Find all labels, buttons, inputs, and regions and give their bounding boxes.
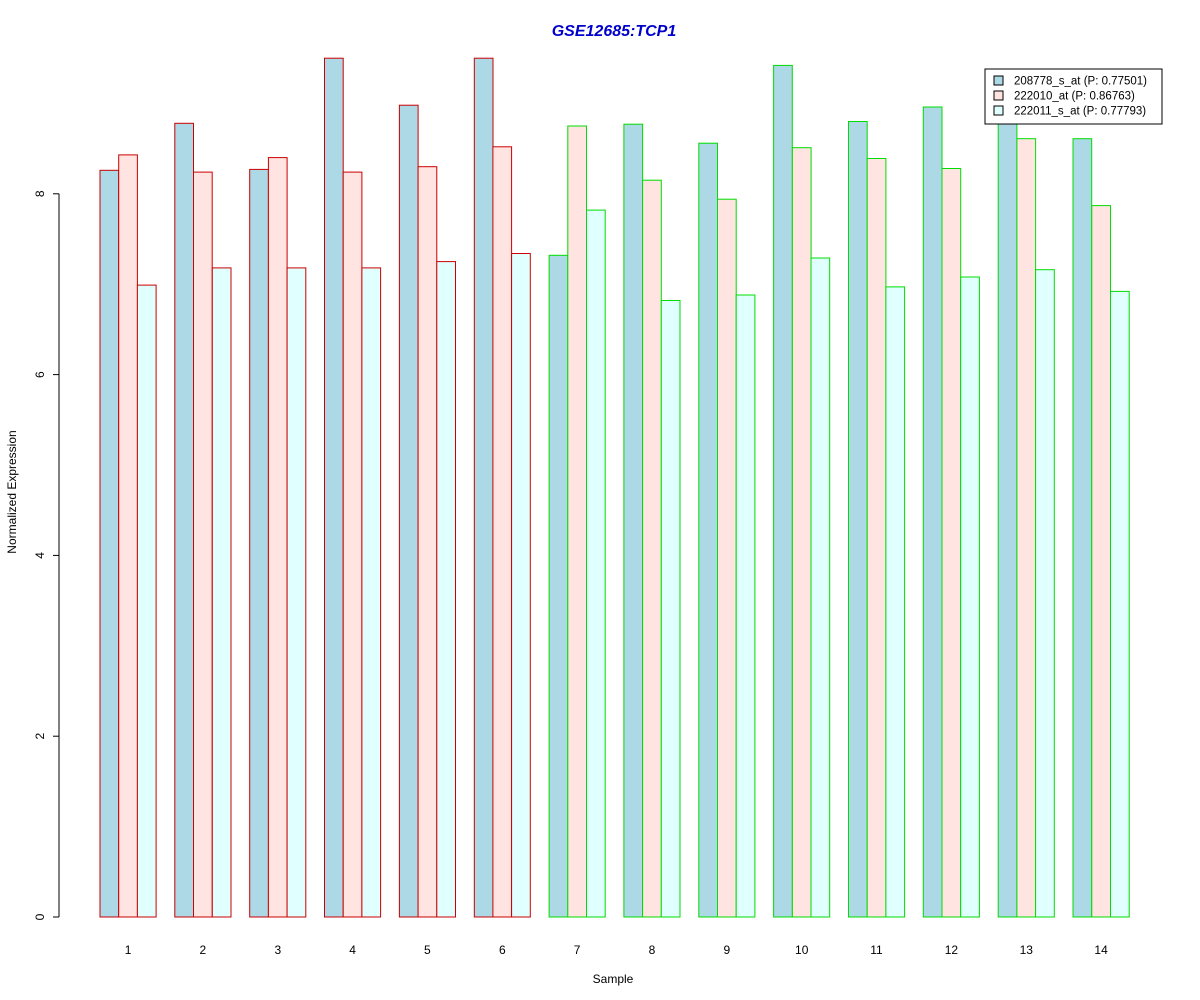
legend-swatch (993, 90, 1004, 101)
legend-swatch (993, 75, 1004, 86)
bar-sample-8-series-3 (660, 300, 681, 918)
bar-sample-2-series-1 (174, 122, 195, 918)
bar-sample-4-series-3 (361, 267, 382, 918)
bar-sample-11-series-2 (866, 158, 887, 918)
y-tick-label: 8 (33, 190, 47, 197)
y-axis-label: Normalized Expression (5, 430, 19, 553)
x-axis-label: Sample (593, 972, 634, 986)
bar-sample-4-series-1 (324, 57, 344, 918)
x-tick-label: 10 (795, 943, 809, 957)
y-tick-label: 6 (33, 371, 47, 378)
bar-sample-7-series-2 (567, 125, 587, 918)
y-tick-label: 0 (33, 913, 47, 920)
bar-sample-7-series-3 (586, 209, 606, 918)
bar-sample-13-series-2 (1016, 138, 1037, 918)
legend: 208778_s_at (P: 0.77501) 222010_at (P: 0.… (984, 68, 1163, 125)
bar-sample-4-series-2 (342, 171, 363, 918)
bar-sample-8-series-1 (623, 123, 644, 918)
legend-label: 208778_s_at (P: 0.77501) (1014, 76, 1147, 88)
legend-label: 222010_at (P: 0.86763) (1014, 91, 1135, 103)
bar-sample-3-series-1 (249, 168, 269, 918)
x-tick-label: 7 (574, 943, 581, 957)
bar-sample-11-series-1 (848, 121, 868, 918)
bar-sample-5-series-1 (398, 104, 419, 918)
y-tick-label: 2 (33, 733, 47, 740)
x-tick-label: 3 (274, 943, 281, 957)
bar-sample-7-series-1 (548, 254, 569, 918)
x-tick-label: 12 (945, 943, 959, 957)
x-tick-label: 6 (499, 943, 506, 957)
x-tick-label: 1 (125, 943, 132, 957)
bar-sample-11-series-3 (885, 286, 906, 918)
bar-sample-6-series-2 (492, 146, 513, 918)
bar-sample-12-series-2 (941, 168, 962, 918)
bar-sample-3-series-3 (286, 267, 307, 918)
legend-label: 222011_s_at (P: 0.77793) (1014, 106, 1146, 118)
bar-sample-9-series-2 (717, 198, 737, 918)
bar-sample-1-series-3 (136, 284, 157, 918)
x-tick-label: 2 (200, 943, 207, 957)
x-tick-label: 5 (424, 943, 431, 957)
bar-sample-12-series-3 (960, 276, 980, 918)
bar-sample-6-series-3 (511, 253, 531, 918)
bar-sample-9-series-3 (735, 294, 756, 918)
x-tick-label: 9 (723, 943, 730, 957)
bar-sample-10-series-2 (791, 147, 812, 918)
bar-sample-14-series-2 (1091, 205, 1112, 918)
bar-sample-10-series-3 (810, 257, 831, 918)
x-tick-label: 14 (1094, 943, 1108, 957)
bars-layer: 1 2 3 4 5 6 7 8 9 10 11 12 13 14 (99, 57, 1130, 957)
bar-sample-10-series-1 (773, 64, 793, 918)
bar-sample-3-series-2 (267, 157, 288, 918)
bar-sample-1-series-1 (99, 169, 120, 918)
bar-sample-5-series-3 (436, 261, 456, 918)
bar-sample-14-series-3 (1110, 290, 1130, 918)
bar-sample-2-series-2 (193, 171, 213, 918)
x-tick-label: 11 (870, 943, 883, 957)
bar-sample-5-series-2 (417, 166, 438, 918)
y-tick-label: 4 (33, 552, 47, 559)
legend-box (984, 68, 1163, 125)
x-tick-label: 13 (1020, 943, 1034, 957)
bar-sample-13-series-1 (997, 117, 1018, 918)
legend-swatch (993, 105, 1004, 116)
bar-sample-1-series-2 (118, 154, 138, 918)
bar-sample-13-series-3 (1035, 269, 1055, 918)
x-tick-label: 4 (349, 943, 356, 957)
bar-sample-8-series-2 (642, 179, 662, 918)
x-tick-label: 8 (649, 943, 656, 957)
bar-sample-6-series-1 (473, 57, 494, 918)
bar-sample-12-series-1 (922, 106, 943, 918)
bar-sample-14-series-1 (1072, 138, 1093, 918)
bar-sample-2-series-3 (211, 267, 232, 918)
y-axis: 0 2 4 6 8 (33, 190, 60, 920)
chart-title: GSE12685:TCP1 (552, 23, 677, 40)
bar-sample-9-series-1 (698, 142, 718, 918)
